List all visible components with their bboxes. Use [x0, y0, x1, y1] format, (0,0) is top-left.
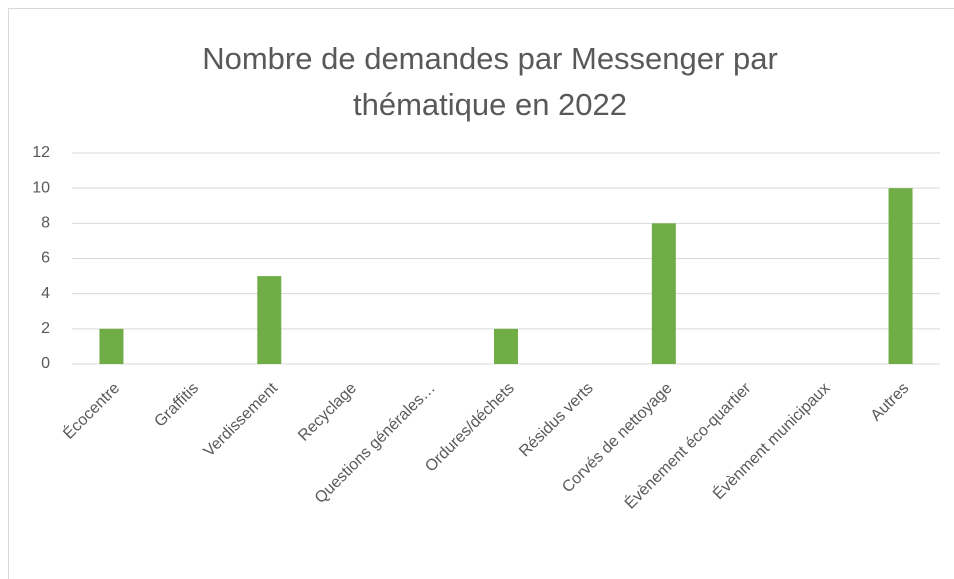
x-tick-label: Résidus verts	[516, 380, 597, 461]
y-tick-label: 0	[41, 355, 50, 372]
chart-border	[8, 8, 954, 579]
y-tick-label: 10	[32, 179, 50, 196]
bar	[651, 223, 676, 364]
x-tick-label: Autres	[868, 380, 913, 425]
y-tick-label: 8	[41, 215, 50, 232]
y-tick-label: 12	[32, 144, 50, 161]
x-tick-label: Écocentre	[59, 378, 123, 442]
y-tick-label: 6	[41, 250, 50, 267]
bar	[99, 328, 124, 364]
x-tick-label: Recyclage	[295, 380, 360, 445]
y-tick-label: 4	[41, 285, 50, 302]
x-tick-label: Verdissement	[201, 379, 282, 460]
x-tick-label: Évènement éco-quartier	[620, 378, 755, 513]
bar	[257, 276, 282, 364]
x-tick-label: Graffitis	[151, 380, 202, 431]
bar	[494, 328, 518, 364]
chart-title: Nombre de demandes par Messenger par thé…	[202, 41, 778, 122]
bar	[888, 188, 913, 364]
y-tick-label: 2	[41, 320, 50, 337]
